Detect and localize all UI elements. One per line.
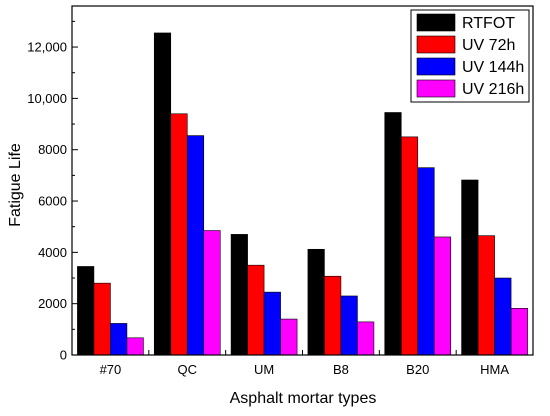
y-axis-title: Fatigue Life	[7, 143, 24, 227]
x-axis-title: Asphalt mortar types	[230, 390, 377, 407]
bar-uv-216h-b8	[357, 321, 375, 356]
bar-uv-144h-um	[263, 291, 281, 356]
x-tick-label: QC	[178, 362, 198, 377]
legend: RTFOT UV 72h UV 144h UV 216h	[410, 9, 530, 103]
bars-group	[77, 32, 528, 356]
legend-swatch	[416, 79, 456, 98]
legend-swatch	[416, 35, 456, 54]
y-tick-label: 4000	[38, 245, 67, 260]
bar-uv-144h-qc	[186, 135, 205, 356]
x-tick-label: B8	[333, 362, 349, 377]
legend-label: UV 216h	[462, 81, 524, 98]
ticks-group: 0 2000 4000 6000 8000 10,000 12,000 #70 QC UM B8 B2…	[27, 20, 509, 377]
bar-rtfot-b8	[307, 248, 325, 356]
bar-rtfot-hma	[461, 179, 479, 356]
bar-uv-72h-70	[93, 282, 111, 356]
bar-uv-144h-70	[110, 323, 128, 356]
bar-uv-72h-b8	[324, 275, 342, 356]
bar-uv-144h-b8	[340, 295, 358, 356]
bar-uv-216h-hma	[510, 307, 528, 356]
bar-uv-72h-b20	[400, 136, 419, 356]
bar-uv-72h-hma	[477, 235, 495, 356]
bar-uv-216h-um	[280, 318, 298, 356]
y-tick-label: 6000	[38, 194, 67, 209]
legend-label: UV 72h	[462, 37, 515, 54]
y-tick-label: 8000	[38, 142, 67, 157]
bar-rtfot-um	[230, 234, 248, 356]
bar-rtfot-70	[77, 266, 95, 356]
y-tick-label: 10,000	[27, 91, 67, 106]
legend-swatch	[416, 13, 456, 32]
x-tick-label: #70	[100, 362, 122, 377]
legend-label: UV 144h	[462, 59, 524, 76]
legend-swatch	[416, 57, 456, 76]
y-tick-label: 12,000	[27, 40, 67, 55]
bar-uv-216h-70	[126, 337, 144, 356]
bar-rtfot-qc	[153, 32, 172, 356]
y-tick-label: 2000	[38, 296, 67, 311]
bar-rtfot-b20	[384, 112, 402, 356]
legend-label: RTFOT	[462, 15, 515, 32]
x-tick-label: UM	[254, 362, 274, 377]
bar-uv-216h-b20	[433, 236, 452, 356]
x-tick-label: B20	[406, 362, 429, 377]
bar-uv-144h-hma	[494, 277, 512, 356]
bar-uv-144h-b20	[417, 167, 435, 356]
bar-uv-216h-qc	[203, 230, 221, 356]
bar-uv-72h-qc	[170, 113, 188, 356]
bar-uv-72h-um	[247, 264, 265, 356]
y-tick-label: 0	[60, 348, 67, 363]
x-tick-label: HMA	[480, 362, 509, 377]
